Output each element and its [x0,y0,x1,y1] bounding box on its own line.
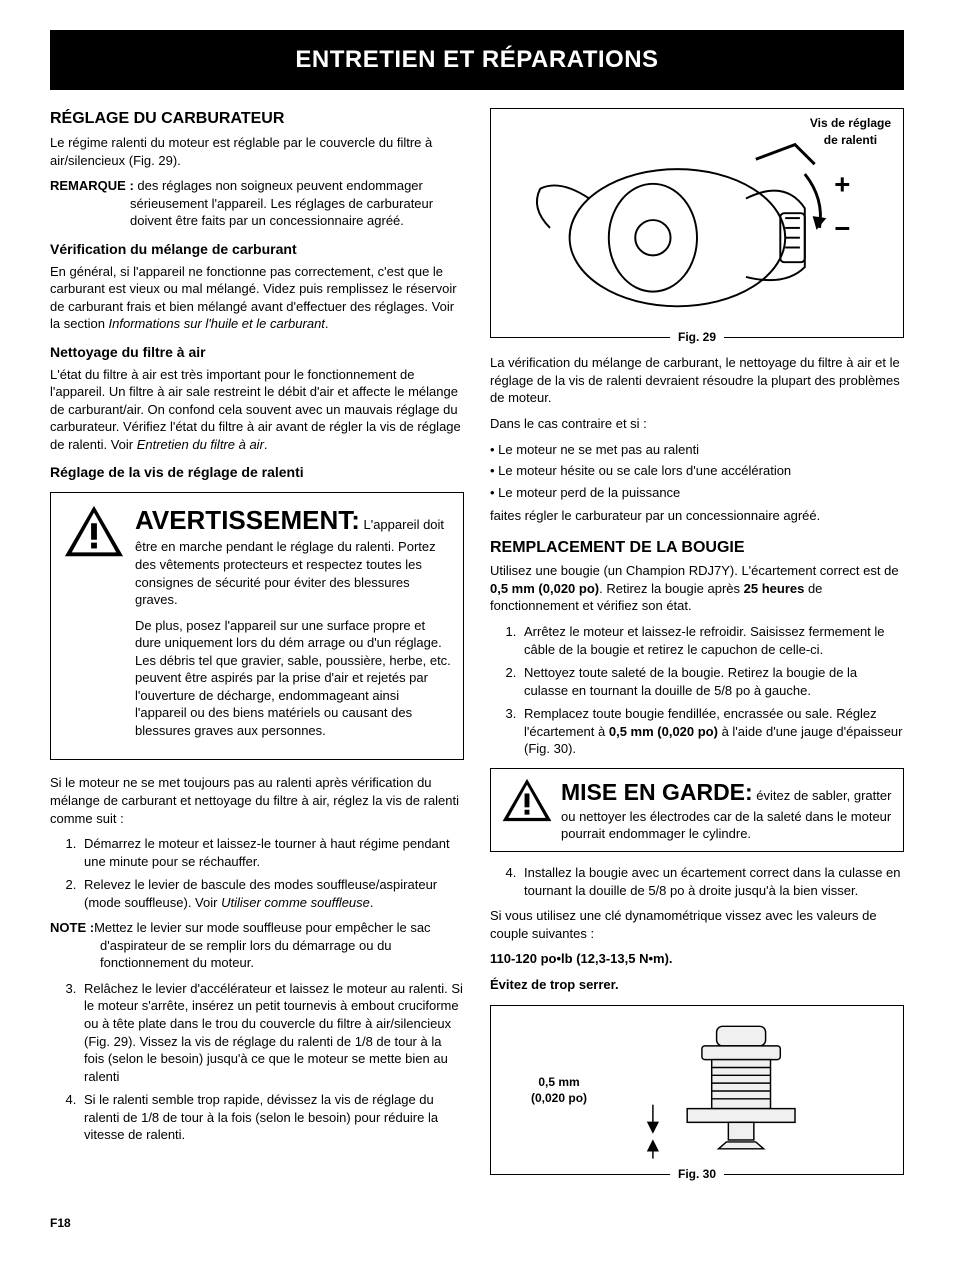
sp-a: Utilisez une bougie (un Champion RDJ7Y).… [490,563,899,578]
heading-air-filter: Nettoyage du filtre à air [50,343,464,362]
remark-block: REMARQUE : des réglages non soigneux peu… [50,177,464,230]
sp-b: 0,5 mm (0,020 po) [490,581,599,596]
p-if: Dans le cas contraire et si : [490,415,904,433]
warning-box: AVERTISSEMENT: L'appareil doit être en m… [50,492,464,760]
caution-box: MISE EN GARDE: évitez de sabler, gratter… [490,768,904,852]
symptom-list: Le moteur ne se met pas au ralenti Le mo… [490,441,904,502]
step-2: Relevez le levier de bascule des modes s… [80,876,464,911]
heading-carburetor: RÉGLAGE DU CARBURATEUR [50,108,464,130]
right-column: Vis de réglage de ralenti + − [490,108,904,1185]
step-1: Démarrez le moteur et laissez-le tourner… [80,835,464,870]
p-dealer: faites régler le carburateur par un conc… [490,507,904,525]
p-avoid-overtighten: Évitez de trop serrer. [490,976,904,994]
fig30-caption: Fig. 30 [670,1166,724,1182]
warning-title: AVERTISSEMENT: [135,505,360,535]
remark-body: des réglages non soigneux peuvent endomm… [130,178,433,228]
spark-step-3: Remplacez toute bougie fendillée, encras… [520,705,904,758]
figure-30: 0,5 mm (0,020 po) [490,1005,904,1175]
warning-p2: De plus, posez l'appareil sur une surfac… [135,617,451,740]
p-air-ref: Entretien du filtre à air [137,437,264,452]
torque-value: 110-120 po•lb (12,3-13,5 N•m). [490,951,673,966]
avoid-text: Évitez de trop serrer. [490,977,619,992]
sp-d: 25 heures [744,581,805,596]
symptom-3: Le moteur perd de la puissance [490,484,904,502]
fig29-drawing: + − [501,119,893,327]
left-column: RÉGLAGE DU CARBURATEUR Le régime ralenti… [50,108,464,1185]
symptom-1: Le moteur ne se met pas au ralenti [490,441,904,459]
p-after-warning: Si le moteur ne se met toujours pas au r… [50,774,464,827]
symptom-2: Le moteur hésite ou se cale lors d'une a… [490,462,904,480]
spark-step-2: Nettoyez toute saleté de la bougie. Reti… [520,664,904,699]
s3b: 0,5 mm (0,020 po) [609,724,718,739]
spark-steps-2: Installez la bougie avec un écartement c… [520,864,904,899]
fig29-caption: Fig. 29 [670,329,724,345]
page-banner: ENTRETIEN ET RÉPARATIONS [50,30,904,90]
step-2-ref: Utiliser comme souffleuse [221,895,370,910]
spark-steps-1: Arrêtez le moteur et laissez-le refroidi… [520,623,904,758]
idle-steps-2: Relâchez le levier d'accélérateur et lai… [80,980,464,1144]
step-3: Relâchez le levier d'accélérateur et lai… [80,980,464,1085]
fig29-label-l1: Vis de réglage [810,116,891,130]
fig30-gap-label: 0,5 mm (0,020 po) [531,1074,587,1106]
spark-step-4: Installez la bougie avec un écartement c… [520,864,904,899]
p-fuel-ref: Informations sur l'huile et le carburant [109,316,325,331]
p-torque-val: 110-120 po•lb (12,3-13,5 N•m). [490,950,904,968]
fig29-label: Vis de réglage de ralenti [810,115,891,147]
heading-idle-screw: Réglage de la vis de réglage de ralenti [50,463,464,482]
p-torque: Si vous utilisez une clé dynamométrique … [490,907,904,942]
p-carburetor: Le régime ralenti du moteur est réglable… [50,134,464,169]
heading-fuel-check: Vérification du mélange de carburant [50,240,464,259]
caution-title: MISE EN GARDE: [561,779,753,805]
idle-steps-1: Démarrez le moteur et laissez-le tourner… [80,835,464,911]
sp-c: . Retirez la bougie après [599,581,744,596]
remark-label: REMARQUE : [50,178,134,193]
page-number: F18 [50,1215,904,1231]
figure-29: Vis de réglage de ralenti + − [490,108,904,338]
p-spark-intro: Utilisez une bougie (un Champion RDJ7Y).… [490,562,904,615]
p-verify: La vérification du mélange de carburant,… [490,354,904,407]
two-column-layout: RÉGLAGE DU CARBURATEUR Le régime ralenti… [50,108,904,1185]
heading-spark-plug: REMPLACEMENT DE LA BOUGIE [490,537,904,559]
gap-l2: (0,020 po) [531,1091,587,1105]
caution-triangle-icon [501,777,553,823]
note-body: Mettez le levier sur mode souffleuse pou… [94,920,430,970]
p-air-filter: L'état du filtre à air est très importan… [50,366,464,454]
note-label: NOTE : [50,920,94,935]
fig29-label-l2: de ralenti [824,133,877,147]
svg-text:+: + [834,169,850,200]
warning-triangle-icon [63,503,125,559]
gap-l1: 0,5 mm [538,1075,579,1089]
note-block: NOTE :Mettez le levier sur mode souffleu… [50,919,464,972]
step-4: Si le ralenti semble trop rapide, déviss… [80,1091,464,1144]
svg-text:−: − [834,213,850,244]
spark-step-1: Arrêtez le moteur et laissez-le refroidi… [520,623,904,658]
p-fuel-check: En général, si l'appareil ne fonctionne … [50,263,464,333]
